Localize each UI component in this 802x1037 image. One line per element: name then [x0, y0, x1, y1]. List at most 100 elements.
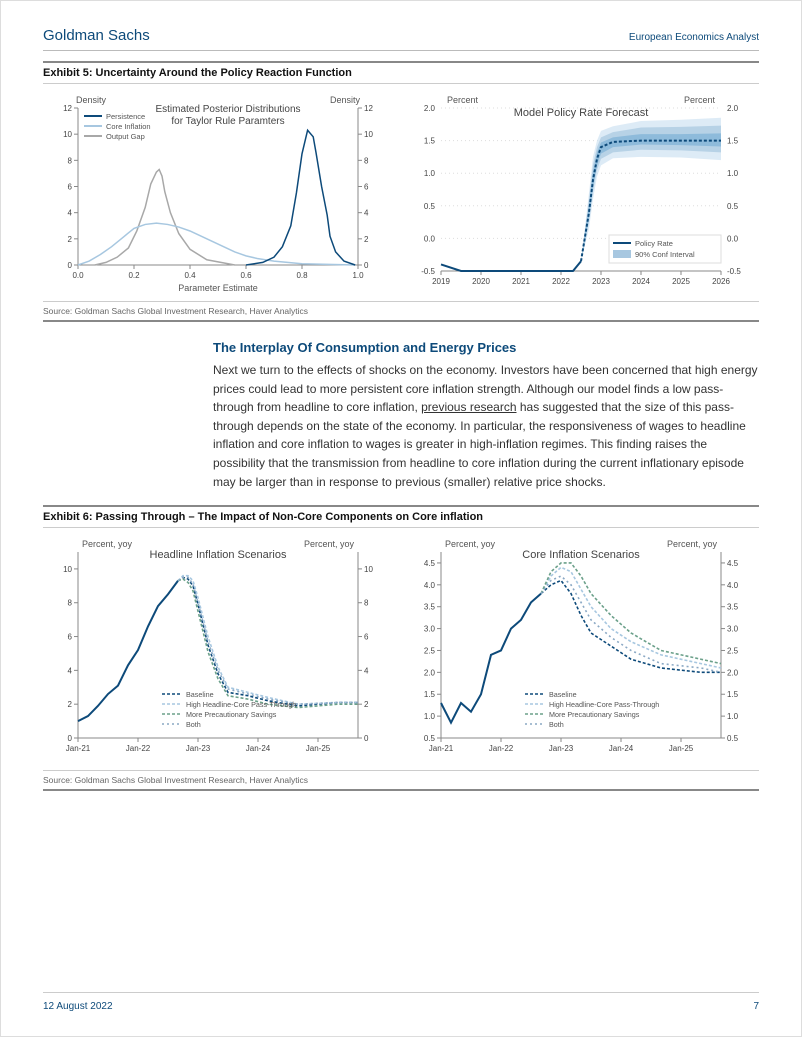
- svg-text:0.6: 0.6: [240, 271, 252, 280]
- svg-text:4.0: 4.0: [424, 581, 436, 590]
- exhibit5-bar: Exhibit 5: Uncertainty Around the Policy…: [43, 61, 759, 84]
- section-heading: The Interplay Of Consumption and Energy …: [213, 340, 759, 355]
- svg-text:Headline Inflation Scenarios: Headline Inflation Scenarios: [150, 549, 287, 561]
- svg-text:2020: 2020: [472, 277, 490, 286]
- exhibit6-charts: 00224466881010Jan-21Jan-22Jan-23Jan-24Ja…: [43, 534, 759, 764]
- svg-text:3.0: 3.0: [727, 625, 739, 634]
- svg-text:2.0: 2.0: [727, 104, 739, 113]
- svg-text:Output Gap: Output Gap: [106, 132, 145, 141]
- svg-text:Density: Density: [76, 95, 107, 105]
- svg-text:Persistence: Persistence: [106, 112, 145, 121]
- section-consumption-energy: The Interplay Of Consumption and Energy …: [213, 340, 759, 491]
- svg-text:2: 2: [364, 700, 369, 709]
- exhibit6-bar: Exhibit 6: Passing Through – The Impact …: [43, 505, 759, 528]
- svg-text:Percent: Percent: [447, 95, 479, 105]
- exhibit5-right-chart: -0.5-0.50.00.00.50.51.01.01.51.52.02.020…: [406, 90, 759, 295]
- svg-text:2.0: 2.0: [424, 104, 436, 113]
- svg-text:Jan-25: Jan-25: [669, 744, 694, 753]
- svg-text:2.5: 2.5: [727, 647, 739, 656]
- svg-text:6: 6: [68, 633, 73, 642]
- svg-text:0: 0: [68, 261, 73, 270]
- previous-research-link[interactable]: previous research: [421, 400, 516, 414]
- svg-text:for Taylor Rule Paramters: for Taylor Rule Paramters: [171, 116, 284, 127]
- svg-text:2.5: 2.5: [424, 647, 436, 656]
- svg-text:Percent, yoy: Percent, yoy: [304, 539, 355, 549]
- svg-text:Jan-24: Jan-24: [609, 744, 634, 753]
- svg-text:Model Policy Rate Forecast: Model Policy Rate Forecast: [514, 107, 649, 119]
- svg-text:10: 10: [364, 130, 373, 139]
- svg-text:2022: 2022: [552, 277, 570, 286]
- svg-text:2: 2: [68, 700, 73, 709]
- svg-text:1.0: 1.0: [352, 271, 364, 280]
- svg-text:10: 10: [364, 565, 373, 574]
- svg-text:90% Conf Interval: 90% Conf Interval: [635, 250, 695, 259]
- svg-text:Baseline: Baseline: [186, 690, 214, 699]
- page-header: Goldman Sachs European Economics Analyst: [43, 27, 759, 51]
- svg-text:0.4: 0.4: [184, 271, 196, 280]
- svg-text:More Precautionary Savings: More Precautionary Savings: [549, 710, 640, 719]
- svg-text:4.5: 4.5: [424, 559, 436, 568]
- svg-text:2021: 2021: [512, 277, 530, 286]
- svg-text:6: 6: [364, 183, 369, 192]
- svg-text:Density: Density: [330, 95, 361, 105]
- svg-text:2.0: 2.0: [727, 669, 739, 678]
- svg-text:1.5: 1.5: [727, 690, 739, 699]
- svg-text:Estimated Posterior Distributi: Estimated Posterior Distributions: [155, 104, 300, 115]
- doc-type-text: European Economics Analyst: [629, 32, 759, 43]
- svg-text:0.5: 0.5: [424, 202, 436, 211]
- svg-text:1.5: 1.5: [424, 137, 436, 146]
- svg-text:10: 10: [63, 565, 72, 574]
- svg-text:0.8: 0.8: [296, 271, 308, 280]
- svg-text:Percent, yoy: Percent, yoy: [82, 539, 133, 549]
- svg-text:3.0: 3.0: [424, 625, 436, 634]
- svg-text:8: 8: [68, 599, 73, 608]
- svg-text:-0.5: -0.5: [421, 267, 435, 276]
- brand-text: Goldman Sachs: [43, 27, 150, 44]
- svg-text:Jan-21: Jan-21: [66, 744, 91, 753]
- svg-text:1.5: 1.5: [727, 137, 739, 146]
- svg-text:6: 6: [68, 183, 73, 192]
- svg-text:2025: 2025: [672, 277, 690, 286]
- svg-text:2.0: 2.0: [424, 669, 436, 678]
- svg-text:0.0: 0.0: [727, 234, 739, 243]
- svg-text:Jan-25: Jan-25: [306, 744, 331, 753]
- footer-page: 7: [753, 1001, 759, 1012]
- svg-text:More Precautionary Savings: More Precautionary Savings: [186, 710, 277, 719]
- svg-text:High Headline-Core Pass-Throug: High Headline-Core Pass-Through: [186, 700, 296, 709]
- exhibit6-right-chart: 0.50.51.01.01.51.52.02.02.52.53.03.03.53…: [406, 534, 759, 764]
- svg-text:0.5: 0.5: [727, 202, 739, 211]
- svg-text:0.5: 0.5: [727, 734, 739, 743]
- svg-text:4: 4: [364, 209, 369, 218]
- svg-text:0: 0: [364, 261, 369, 270]
- svg-text:Parameter Estimate: Parameter Estimate: [178, 283, 258, 293]
- svg-text:2023: 2023: [592, 277, 610, 286]
- svg-text:Percent: Percent: [684, 95, 716, 105]
- section-body: Next we turn to the effects of shocks on…: [213, 361, 759, 491]
- svg-text:0.5: 0.5: [424, 734, 436, 743]
- svg-text:2019: 2019: [432, 277, 450, 286]
- svg-text:4.5: 4.5: [727, 559, 739, 568]
- svg-text:0.2: 0.2: [128, 271, 140, 280]
- svg-text:Jan-24: Jan-24: [246, 744, 271, 753]
- exhibit6-title: Exhibit 6: Passing Through – The Impact …: [43, 511, 759, 523]
- svg-text:2: 2: [68, 235, 73, 244]
- svg-text:0: 0: [68, 734, 73, 743]
- svg-text:High Headline-Core Pass-Throug: High Headline-Core Pass-Through: [549, 700, 659, 709]
- svg-text:Percent, yoy: Percent, yoy: [445, 539, 496, 549]
- svg-text:12: 12: [63, 104, 72, 113]
- svg-text:4: 4: [68, 667, 73, 676]
- svg-text:2: 2: [364, 235, 369, 244]
- svg-text:1.5: 1.5: [424, 690, 436, 699]
- svg-text:2024: 2024: [632, 277, 650, 286]
- svg-text:4: 4: [68, 209, 73, 218]
- svg-text:Jan-22: Jan-22: [489, 744, 514, 753]
- svg-text:0: 0: [364, 734, 369, 743]
- page-footer: 12 August 2022 7: [43, 992, 759, 1012]
- exhibit6-source: Source: Goldman Sachs Global Investment …: [43, 770, 759, 791]
- footer-date: 12 August 2022: [43, 1001, 113, 1012]
- svg-text:Jan-23: Jan-23: [549, 744, 574, 753]
- svg-text:Jan-22: Jan-22: [126, 744, 151, 753]
- svg-text:1.0: 1.0: [424, 712, 436, 721]
- svg-text:12: 12: [364, 104, 373, 113]
- svg-text:Both: Both: [186, 720, 201, 729]
